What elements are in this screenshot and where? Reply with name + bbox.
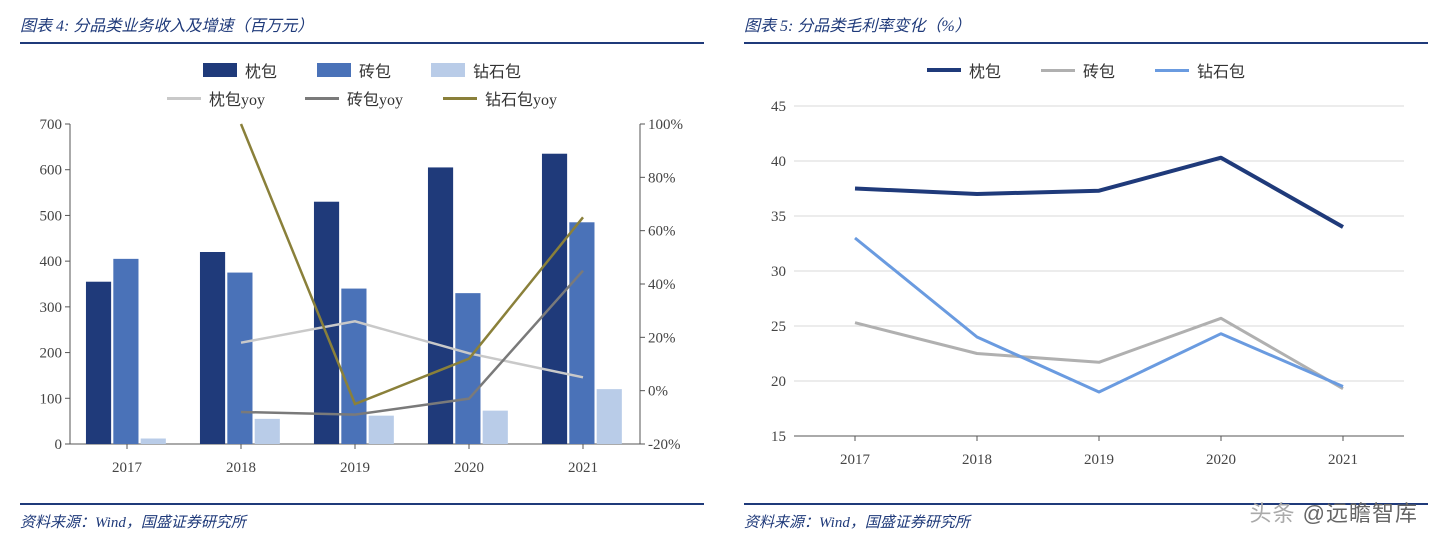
right-footer: 资料来源：Wind，国盛证券研究所: [744, 503, 1428, 532]
line: [855, 238, 1343, 392]
bar: [597, 389, 622, 444]
svg-text:2019: 2019: [1084, 452, 1114, 468]
line: [855, 158, 1343, 227]
legend-line-枕包yoy: 枕包yoy: [167, 86, 265, 110]
svg-text:2018: 2018: [962, 452, 992, 468]
svg-text:0%: 0%: [648, 384, 668, 400]
svg-text:200: 200: [40, 346, 63, 362]
line: [241, 124, 583, 404]
svg-text:35: 35: [771, 209, 786, 225]
left-panel: 图表 4: 分品类业务收入及增速（百万元） 枕包 砖包 钻石包枕包yoy 砖包yoy 钻…: [20, 8, 704, 532]
right-legend: 枕包 砖包 钻石包: [744, 58, 1428, 82]
legend-bar-砖包: 砖包: [317, 58, 391, 82]
svg-text:2021: 2021: [1328, 452, 1358, 468]
svg-text:40: 40: [771, 154, 786, 170]
legend-line-砖包: 砖包: [1041, 58, 1115, 82]
bar: [227, 273, 252, 444]
svg-text:15: 15: [771, 429, 786, 445]
bar: [200, 252, 225, 444]
svg-text:400: 400: [40, 254, 63, 270]
svg-text:0: 0: [55, 437, 63, 453]
bar: [542, 154, 567, 444]
svg-text:2020: 2020: [1206, 452, 1236, 468]
bar: [86, 282, 111, 444]
right-line-chart: 15 20 25 30 35 40 45 2017 2018 2019 2020 2021: [744, 86, 1424, 476]
legend-line-钻石包: 钻石包: [1155, 58, 1245, 82]
bar: [341, 289, 366, 444]
right-panel: 图表 5: 分品类毛利率变化（%） 枕包 砖包 钻石包 15 20 25 30 35 40 45…: [744, 8, 1428, 532]
svg-text:20%: 20%: [648, 330, 676, 346]
bar: [113, 259, 138, 444]
line: [241, 271, 583, 415]
left-footer: 资料来源：Wind，国盛证券研究所: [20, 503, 704, 532]
right-chart-area: 枕包 砖包 钻石包 15 20 25 30 35 40 45 2017 2018 2019 2020 20…: [744, 44, 1428, 503]
svg-text:80%: 80%: [648, 170, 676, 186]
svg-text:2017: 2017: [112, 460, 143, 476]
svg-text:2021: 2021: [568, 460, 598, 476]
right-title: 图表 5: 分品类毛利率变化（%）: [744, 8, 1428, 44]
left-chart-area: 枕包 砖包 钻石包枕包yoy 砖包yoy 钻石包yoy 0 100 200 300 400 500…: [20, 44, 704, 503]
svg-text:-20%: -20%: [648, 437, 681, 453]
bar: [314, 202, 339, 444]
bar: [369, 416, 394, 444]
svg-text:25: 25: [771, 319, 786, 335]
svg-text:60%: 60%: [648, 224, 676, 240]
svg-text:2020: 2020: [454, 460, 484, 476]
svg-text:20: 20: [771, 374, 786, 390]
svg-text:300: 300: [40, 300, 63, 316]
svg-text:2017: 2017: [840, 452, 871, 468]
bar: [483, 411, 508, 444]
bar: [569, 222, 594, 444]
left-legend: 枕包 砖包 钻石包枕包yoy 砖包yoy 钻石包yoy: [20, 58, 704, 110]
svg-text:100%: 100%: [648, 117, 683, 133]
legend-line-砖包yoy: 砖包yoy: [305, 86, 403, 110]
svg-text:45: 45: [771, 99, 786, 115]
svg-text:700: 700: [40, 117, 63, 133]
legend-line-钻石包yoy: 钻石包yoy: [443, 86, 557, 110]
svg-text:2019: 2019: [340, 460, 370, 476]
bar: [141, 439, 166, 444]
svg-text:40%: 40%: [648, 277, 676, 293]
legend-bar-枕包: 枕包: [203, 58, 277, 82]
left-combo-chart: 0 100 200 300 400 500 600 700 -20% 0% 20% 40% 60% 80%…: [20, 114, 700, 484]
bar: [255, 419, 280, 444]
legend-line-枕包: 枕包: [927, 58, 1001, 82]
svg-text:100: 100: [40, 391, 63, 407]
legend-bar-钻石包: 钻石包: [431, 58, 521, 82]
bar: [455, 293, 480, 444]
left-title: 图表 4: 分品类业务收入及增速（百万元）: [20, 8, 704, 44]
svg-text:500: 500: [40, 208, 63, 224]
svg-text:30: 30: [771, 264, 786, 280]
svg-text:2018: 2018: [226, 460, 256, 476]
svg-text:600: 600: [40, 163, 63, 179]
